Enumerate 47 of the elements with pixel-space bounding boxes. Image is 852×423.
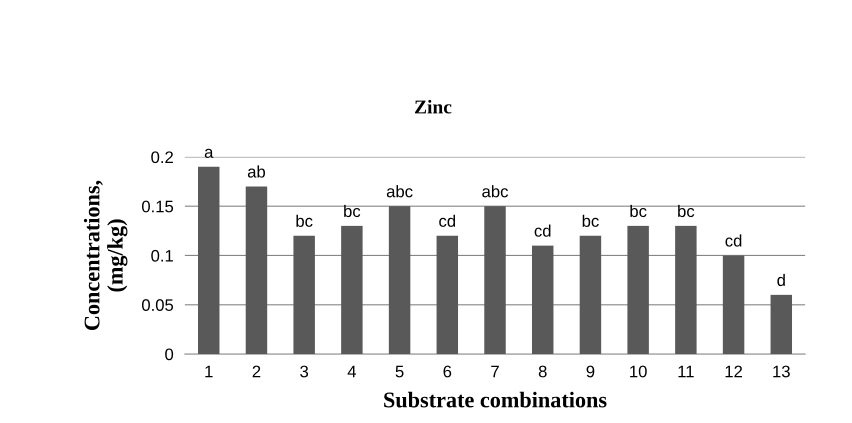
annotation: abc (386, 185, 413, 198)
bar (341, 226, 363, 354)
annotation: cd (725, 234, 742, 247)
bar (293, 236, 315, 354)
y-tick-label: 0 (165, 348, 174, 360)
annotation: ab (248, 165, 266, 178)
x-axis-title: Substrate combinations (384, 392, 607, 408)
y-tick-label: 0.2 (151, 151, 173, 164)
x-tick-label: 13 (773, 366, 790, 378)
annotation: d (777, 274, 785, 286)
annotation: bc (582, 214, 599, 227)
x-tick-label: 12 (726, 366, 742, 378)
annotation: bc (630, 204, 647, 218)
x-tick-label: 2 (252, 366, 260, 378)
bar (532, 246, 554, 354)
bar (722, 255, 744, 354)
annotation: bc (296, 214, 313, 227)
annotation: cd (439, 214, 456, 227)
x-tick-label: 1 (205, 366, 213, 378)
y-tick-label: 0.05 (142, 299, 174, 311)
y-axis-title: Concentrations, (mg/kg) (84, 180, 128, 330)
x-tick-label: 10 (630, 366, 647, 378)
bar (198, 166, 220, 354)
bar (770, 294, 792, 354)
bar (436, 236, 458, 354)
bar (246, 186, 268, 354)
annotation: abc (482, 185, 508, 198)
x-tick-label: 3 (300, 366, 308, 378)
x-tick-label: 8 (538, 366, 547, 378)
bar (627, 226, 649, 354)
bar (388, 206, 410, 354)
annotation: bc (678, 204, 694, 218)
x-tick-label: 11 (678, 366, 694, 378)
annotation: bc (344, 204, 360, 218)
chart-title: Zinc (415, 100, 452, 114)
y-tick-label: 0.15 (142, 200, 174, 212)
bar (484, 206, 506, 354)
x-tick-label: 5 (396, 366, 404, 378)
bar (675, 226, 697, 354)
y-tick-label: 0.1 (151, 250, 173, 262)
x-tick-label: 4 (348, 366, 356, 378)
bar (580, 236, 602, 354)
annotation: a (204, 148, 214, 158)
x-tick-label: 6 (444, 366, 452, 378)
x-tick-label: 9 (586, 366, 594, 378)
annotation: cd (534, 224, 550, 237)
x-tick-label: 7 (491, 366, 499, 378)
